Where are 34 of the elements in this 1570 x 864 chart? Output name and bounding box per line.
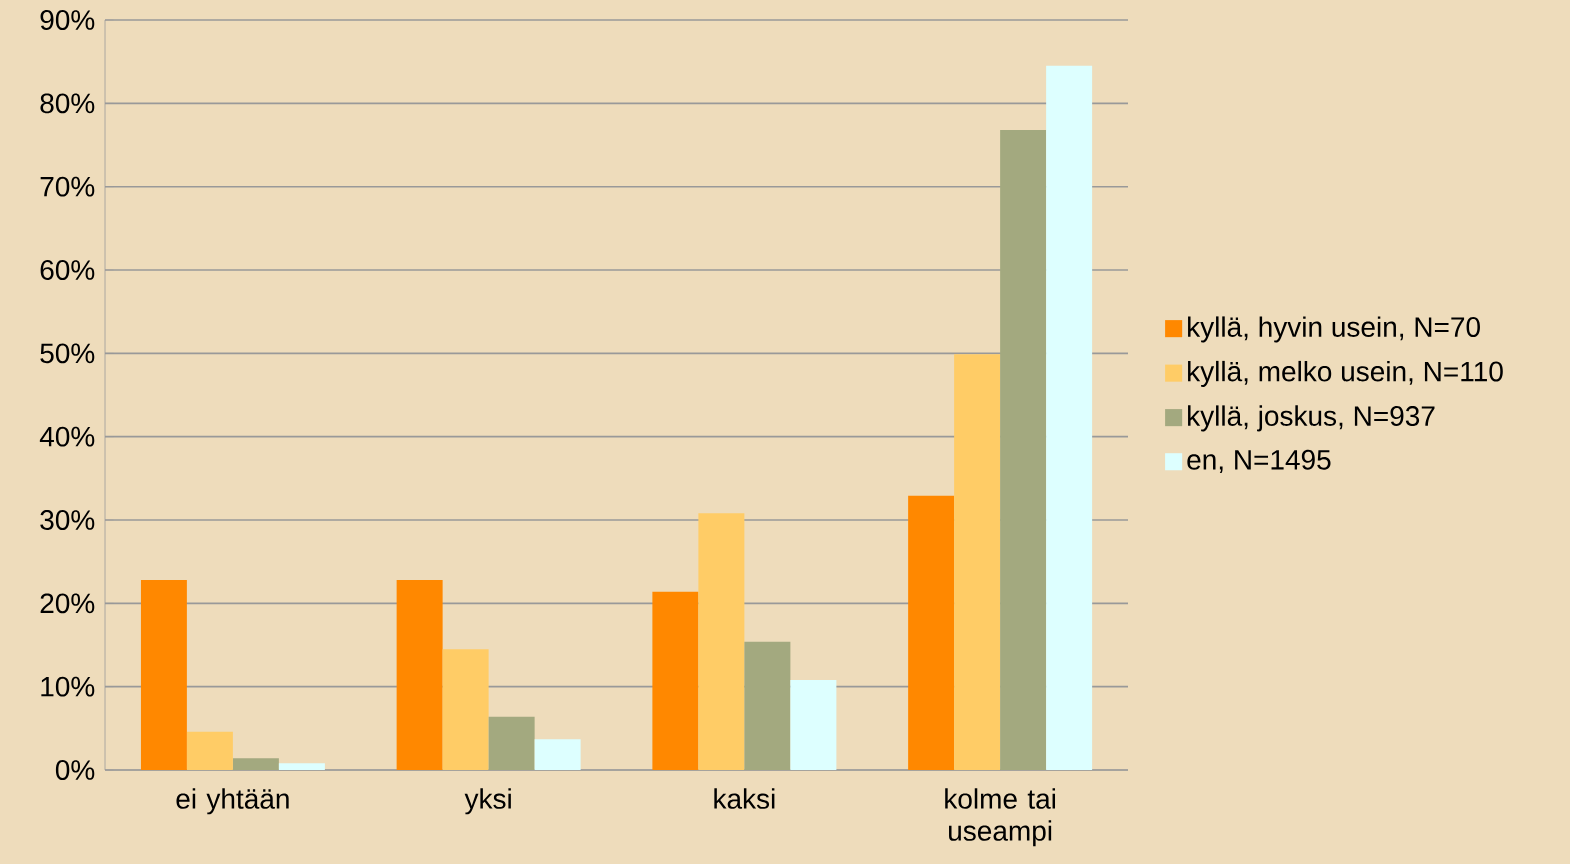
bar	[1000, 130, 1047, 770]
x-tick-label: kaksi	[714, 788, 775, 809]
bar	[232, 758, 279, 770]
x-tick-label: kolme tai useampi	[945, 788, 1056, 847]
y-tick-label: 30%	[40, 510, 95, 530]
bar	[186, 731, 233, 770]
x-tick-label: ei yhtään	[176, 788, 289, 815]
y-tick-label: 90%	[40, 10, 95, 30]
y-tick-label: 20%	[40, 593, 95, 614]
bar	[652, 591, 699, 770]
bar	[744, 641, 791, 770]
bar	[698, 513, 745, 770]
x-tick-label: yksi	[464, 788, 511, 815]
bar	[396, 580, 443, 770]
bar	[534, 739, 581, 770]
y-tick-label: 10%	[41, 676, 95, 697]
y-tick-label: 50%	[40, 343, 95, 364]
bar	[790, 680, 837, 770]
y-tick-label: 0%	[55, 760, 95, 780]
bar	[488, 716, 535, 770]
y-tick-label: 70%	[40, 176, 95, 197]
legend-label: kyllä, joskus, N=937	[1188, 405, 1435, 432]
legend-label: kyllä, melko usein, N=110	[1188, 360, 1503, 387]
y-tick-label: 40%	[39, 426, 95, 447]
bar	[954, 354, 1001, 770]
bar	[908, 495, 955, 770]
legend-label: en, N=1495	[1187, 449, 1331, 473]
bar	[140, 580, 187, 770]
bar	[442, 649, 489, 770]
y-tick-label: 60%	[40, 260, 95, 280]
bar	[1046, 65, 1093, 770]
legend-label: kyllä, hyvin usein, N=70	[1188, 316, 1480, 343]
bar	[278, 763, 325, 770]
y-tick-label: 80%	[40, 93, 95, 114]
